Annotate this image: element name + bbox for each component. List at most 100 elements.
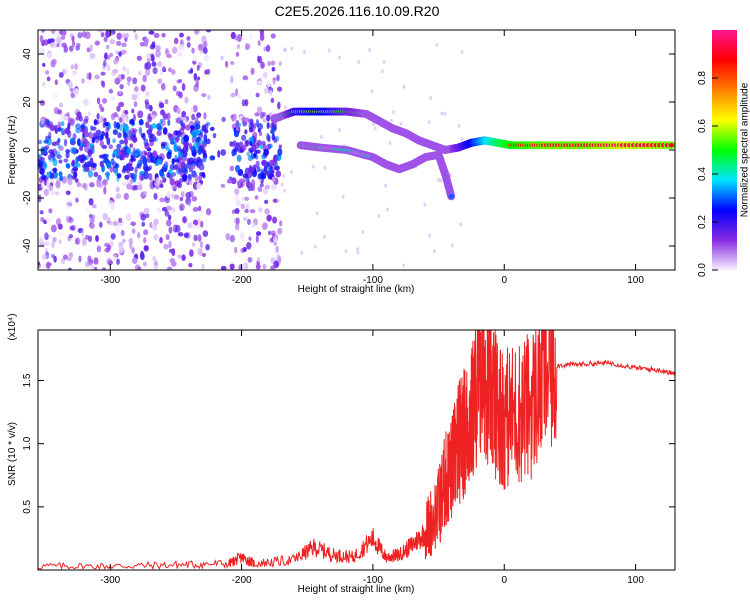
spectral-cell	[236, 154, 242, 162]
spectral-cell	[196, 141, 201, 149]
spectral-cell	[191, 242, 195, 247]
spectral-cell	[256, 166, 261, 173]
spectral-cell	[99, 160, 103, 167]
spectral-cell	[233, 149, 238, 156]
spectral-cell	[129, 242, 133, 250]
spectral-cell	[46, 217, 52, 224]
spectral-cell	[46, 76, 51, 82]
spectral-cell	[243, 262, 249, 270]
spectral-cell	[204, 123, 209, 131]
spectral-cell	[126, 68, 130, 75]
spectral-cell	[77, 154, 83, 162]
spectral-cell	[197, 205, 202, 212]
spectral-cell	[142, 261, 147, 267]
y-tick-label: 40	[22, 48, 33, 60]
spectral-cell	[121, 113, 127, 119]
spectral-cell	[101, 97, 108, 104]
spectral-cell	[182, 173, 188, 182]
spectral-cell	[201, 172, 206, 178]
snr-x-axis-label: Height of straight line (km)	[298, 584, 415, 595]
snr-layer	[38, 330, 675, 570]
spectral-cell	[209, 126, 215, 131]
spectral-cell	[273, 241, 277, 246]
spectral-cell	[176, 130, 182, 138]
spectral-cell	[124, 124, 130, 133]
spectral-cell	[386, 207, 390, 212]
spectral-cell	[112, 129, 118, 136]
spectral-cell	[72, 133, 77, 140]
spectral-cell	[261, 222, 268, 230]
spectral-cell	[255, 149, 261, 154]
spectral-cell	[116, 173, 122, 179]
spectral-cell	[167, 214, 172, 221]
spectral-cell	[168, 240, 172, 249]
spectral-cell	[149, 53, 155, 59]
spectral-cell	[187, 112, 192, 117]
spectrogram-x-ticks: -300 -200 -100 0 100	[100, 30, 644, 286]
spectral-cell	[225, 60, 229, 68]
spectral-cell	[290, 46, 294, 51]
spectral-cell	[157, 61, 163, 67]
y-tick-label: 0.5	[22, 499, 33, 513]
spectral-cell	[159, 118, 163, 125]
spectral-cell	[127, 80, 131, 86]
spectral-cell	[38, 237, 44, 245]
spectral-cell	[89, 182, 95, 188]
spectral-cell	[85, 206, 91, 212]
spectral-cell	[115, 186, 120, 193]
spectral-cell	[125, 163, 132, 168]
spectral-cell	[58, 171, 63, 178]
spectral-cell	[173, 194, 180, 200]
spectral-cell	[170, 174, 174, 181]
spectral-cell	[248, 122, 254, 130]
spectral-cell	[121, 73, 125, 80]
spectral-cell	[48, 149, 55, 155]
spectral-cell	[311, 164, 315, 169]
x-tick-label: -300	[100, 275, 120, 286]
spectral-cell	[140, 173, 146, 181]
spectral-cell	[244, 129, 248, 135]
spectral-cell	[186, 42, 191, 48]
spectral-cell	[249, 118, 254, 125]
spectral-cell	[140, 191, 145, 197]
spectral-cell	[240, 181, 244, 188]
spectral-cell	[116, 32, 122, 40]
spectral-cell	[51, 58, 57, 65]
spectral-cell	[94, 74, 100, 80]
spectral-cell	[137, 110, 144, 119]
spectral-cell	[247, 256, 253, 263]
spectral-cell	[151, 134, 157, 142]
spectral-cell	[72, 40, 76, 47]
spectral-cell	[147, 115, 153, 123]
spectral-cell	[249, 141, 253, 146]
spectral-cell	[174, 163, 181, 170]
spectral-cell	[68, 233, 74, 239]
x-tick-label: 100	[627, 275, 644, 286]
spectral-cell	[229, 61, 235, 66]
spectral-cell	[110, 233, 116, 240]
spectral-cell	[132, 147, 136, 155]
spectral-cell	[231, 141, 236, 148]
spectral-cell	[54, 79, 58, 86]
spectral-cell	[109, 52, 114, 57]
spectral-cell	[271, 176, 276, 182]
spectral-cell	[344, 248, 348, 253]
spectral-cell	[86, 47, 91, 53]
spectral-cell	[109, 166, 114, 173]
spectral-cell	[121, 238, 126, 244]
spectral-cell	[131, 93, 138, 101]
spectral-cell	[160, 172, 165, 180]
spectral-cell	[272, 198, 278, 203]
spectral-cell	[192, 219, 199, 226]
colorbar-tick-label: 0.2	[697, 215, 708, 229]
spectral-cell	[262, 111, 267, 117]
spectral-cell	[118, 245, 124, 254]
spectral-cell	[230, 92, 236, 98]
spectral-cell	[432, 248, 436, 253]
spectral-cell	[115, 224, 120, 233]
spectral-cell	[94, 40, 100, 46]
spectral-cell	[71, 168, 75, 175]
spectral-cell	[450, 243, 454, 248]
spectral-cell	[113, 254, 117, 261]
spectral-cell	[283, 188, 287, 193]
